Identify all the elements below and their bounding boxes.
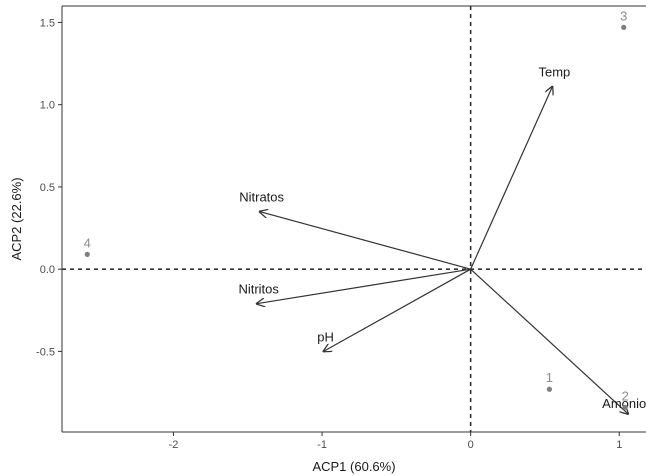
observation-points: 1 2 3 4	[84, 8, 629, 410]
observation-point-1	[546, 386, 553, 392]
y-tick-label: 1.5	[40, 17, 55, 29]
loading-arrow-nitratos	[260, 212, 471, 270]
x-tick-label: -1	[317, 439, 327, 451]
loading-arrows: Temp Nitratos Nitritos pH Amonio	[238, 65, 646, 414]
x-tick-label: 0	[468, 439, 474, 451]
loading-label-temp: Temp	[538, 65, 570, 80]
observation-label-3: 3	[620, 8, 627, 23]
y-axis-title: ACP2 (22.6%)	[9, 177, 24, 260]
loading-arrow-amonio	[470, 268, 629, 414]
x-tick-label: 1	[616, 439, 622, 451]
y-axis-ticks: -0.5 0.0 0.5 1.0 1.5	[36, 17, 62, 358]
loading-label-nitritos: Nitritos	[238, 282, 279, 297]
observation-point-4	[84, 251, 90, 257]
loading-arrow-nitritos	[257, 268, 471, 304]
y-tick-label: -0.5	[36, 346, 55, 358]
observation-label-4: 4	[84, 235, 91, 250]
loading-label-amonio: Amonio	[602, 396, 646, 411]
loading-arrow-temp	[470, 87, 553, 270]
observation-label-2: 2	[622, 388, 629, 403]
plot-panel	[61, 5, 646, 433]
x-axis-ticks: -2 -1 0 1	[169, 432, 622, 451]
loading-arrow-ph	[324, 268, 471, 351]
loading-label-nitratos: Nitratos	[239, 190, 284, 205]
reference-lines	[62, 6, 646, 432]
observation-label-1: 1	[546, 370, 553, 385]
y-tick-label: 0.5	[40, 182, 55, 194]
y-tick-label: 1.0	[40, 100, 55, 112]
x-axis-title: ACP1 (60.6%)	[312, 459, 395, 474]
y-tick-label: 0.0	[40, 264, 55, 276]
loading-label-ph: pH	[317, 329, 334, 344]
observation-point-2	[622, 404, 628, 410]
x-tick-label: -2	[169, 439, 179, 451]
observation-point-3	[621, 24, 627, 30]
